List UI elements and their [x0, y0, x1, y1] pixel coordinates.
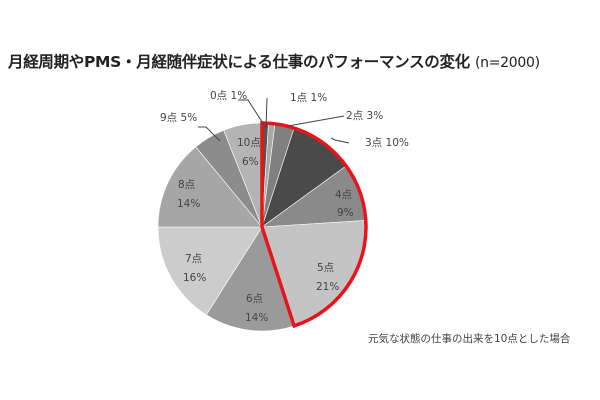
- pie-slice-6: [205, 226, 295, 332]
- pie-slice-7: [157, 226, 263, 316]
- label-3: 3点 10%: [365, 137, 409, 149]
- label-10-pct: 6%: [242, 156, 259, 168]
- chart-note: 元気な状態の仕事の出来を10点とした場合: [368, 333, 571, 345]
- label-1: 1点 1%: [290, 92, 327, 104]
- label-6-pct: 14%: [245, 312, 268, 324]
- chart-title-text: 月経周期やPMS・月経随伴症状による仕事のパフォーマンスの変化: [8, 53, 470, 71]
- label-8-pct: 14%: [177, 198, 200, 210]
- label-5-name: 5点: [317, 262, 334, 274]
- chart-title: 月経周期やPMS・月経随伴症状による仕事のパフォーマンスの変化 (n=2000): [8, 50, 540, 72]
- chart-sample-size: (n=2000): [475, 55, 540, 71]
- leader-lines: [198, 97, 350, 144]
- pie-slices: [157, 122, 367, 332]
- label-8-name: 8点: [178, 179, 195, 191]
- pie-slice-8: [157, 146, 263, 228]
- highlight-outline: [260, 121, 368, 329]
- label-7-name: 7点: [185, 253, 202, 265]
- label-7-pct: 16%: [183, 272, 206, 284]
- label-4-pct: 9%: [337, 207, 354, 219]
- label-5-pct: 21%: [316, 281, 339, 293]
- label-6-name: 6点: [246, 293, 263, 305]
- label-9: 9点 5%: [160, 112, 197, 124]
- label-10-name: 10点: [237, 137, 261, 149]
- label-0: 0点 1%: [210, 90, 247, 102]
- label-2: 2点 3%: [346, 110, 383, 122]
- label-4-name: 4点: [335, 189, 352, 201]
